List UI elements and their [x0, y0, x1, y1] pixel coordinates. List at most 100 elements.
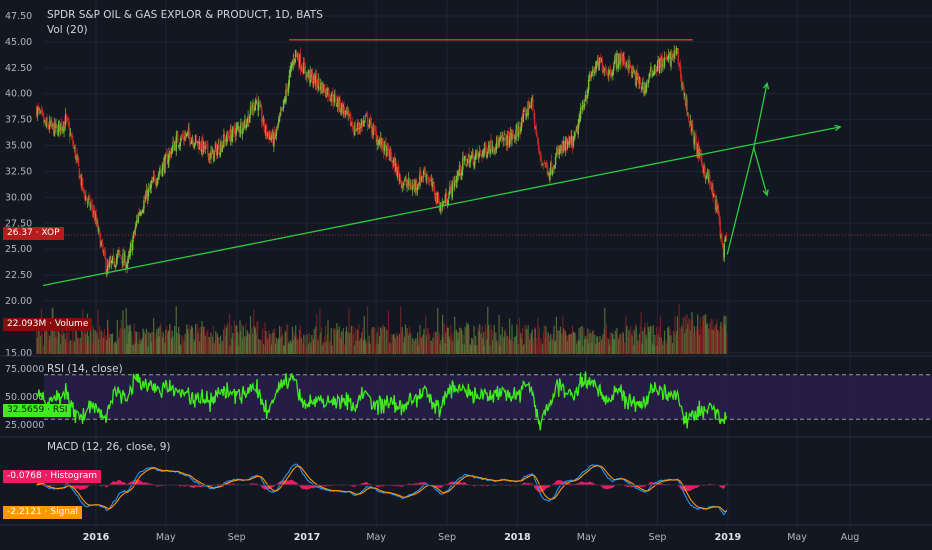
volume-bar	[42, 345, 44, 354]
volume-bar	[389, 343, 391, 354]
candle-body	[64, 120, 66, 127]
volume-bar	[341, 331, 343, 354]
volume-bar	[273, 332, 275, 354]
volume-bar	[306, 334, 308, 354]
volume-bar	[474, 345, 476, 354]
candle-body	[485, 146, 487, 156]
volume-bar	[46, 334, 48, 354]
candle-body	[573, 135, 575, 140]
candle-body	[603, 68, 605, 72]
candle-body	[656, 66, 658, 72]
histogram-bar	[76, 485, 78, 489]
volume-bar	[271, 333, 273, 354]
volume-bar	[296, 339, 298, 354]
volume-bar	[111, 334, 113, 354]
candle-body	[265, 125, 267, 135]
candle-body	[340, 110, 342, 112]
volume-bar	[132, 344, 135, 354]
candle-body	[380, 137, 382, 148]
candle-body	[247, 116, 249, 123]
volume-bar	[111, 333, 114, 354]
candle-body	[351, 121, 353, 127]
candle-body	[403, 179, 406, 182]
candle-body	[521, 115, 524, 123]
histogram-bar	[691, 485, 693, 490]
histogram-bar	[82, 485, 84, 490]
candle-body	[628, 60, 630, 69]
candle-body	[491, 146, 493, 152]
volume-bar	[119, 329, 121, 354]
volume-bar	[241, 324, 243, 354]
volume-bar	[614, 330, 616, 354]
candle-body	[624, 62, 626, 67]
candle-body	[653, 71, 655, 76]
volume-bar	[595, 343, 597, 354]
volume-bar	[425, 335, 428, 354]
histogram-bar	[697, 485, 700, 488]
histogram-bar	[270, 485, 272, 489]
candle-body	[442, 201, 445, 206]
volume-bar	[79, 338, 81, 354]
histogram-bar	[272, 485, 274, 488]
volume-bar	[114, 342, 116, 354]
histogram-bar	[220, 483, 222, 485]
volume-bar	[655, 327, 658, 354]
volume-bar	[698, 334, 700, 354]
candle-body	[582, 105, 584, 109]
histogram-bar	[140, 481, 142, 485]
volume-bar	[487, 324, 490, 354]
candle-body	[650, 68, 653, 73]
histogram-bar	[394, 485, 396, 487]
volume-bar	[94, 330, 97, 354]
volume-bar	[192, 332, 194, 354]
volume-bar	[54, 328, 56, 354]
histogram-bar	[289, 480, 291, 485]
candle-body	[483, 143, 486, 152]
volume-bar	[677, 335, 679, 354]
volume-bar	[515, 335, 517, 354]
candle-body	[711, 187, 713, 191]
histogram-bar	[362, 483, 364, 485]
volume-bar	[245, 323, 247, 354]
candle-body	[145, 190, 148, 198]
candle-body	[587, 89, 589, 96]
candle-body	[290, 65, 292, 73]
candle-body	[451, 180, 453, 198]
volume-bar	[653, 345, 655, 354]
candle-body	[387, 143, 389, 148]
volume-bar	[452, 331, 454, 354]
histogram-bar	[310, 485, 312, 489]
x-tick-label: Sep	[438, 532, 456, 543]
candle-body	[169, 151, 171, 153]
histogram-bar	[293, 481, 295, 485]
volume-bar	[536, 345, 538, 354]
candle-body	[600, 60, 603, 63]
candle-body	[714, 196, 717, 211]
volume-bar	[609, 331, 612, 354]
histogram-bar	[460, 482, 462, 485]
volume-bar	[627, 336, 629, 354]
candle-body	[433, 183, 435, 187]
volume-bar	[195, 324, 197, 354]
candle-body	[695, 135, 697, 150]
candle-body	[131, 245, 133, 252]
volume-bar	[485, 328, 487, 354]
volume-bar	[186, 324, 188, 354]
volume-bar	[441, 314, 444, 354]
candle-body	[552, 168, 554, 170]
histogram-bar	[708, 483, 710, 485]
histogram-bar	[270, 485, 273, 488]
volume-bar	[517, 326, 519, 354]
volume-bar	[445, 332, 447, 354]
candle-body	[67, 118, 69, 122]
candle-body	[187, 129, 190, 135]
candle-body	[504, 136, 507, 140]
candle-body	[107, 264, 110, 266]
candle-body	[556, 151, 558, 154]
volume-bar	[294, 336, 296, 354]
candle-body	[219, 152, 221, 155]
histogram-bar	[593, 483, 595, 485]
volume-bar	[212, 326, 214, 354]
volume-bar	[218, 337, 220, 354]
